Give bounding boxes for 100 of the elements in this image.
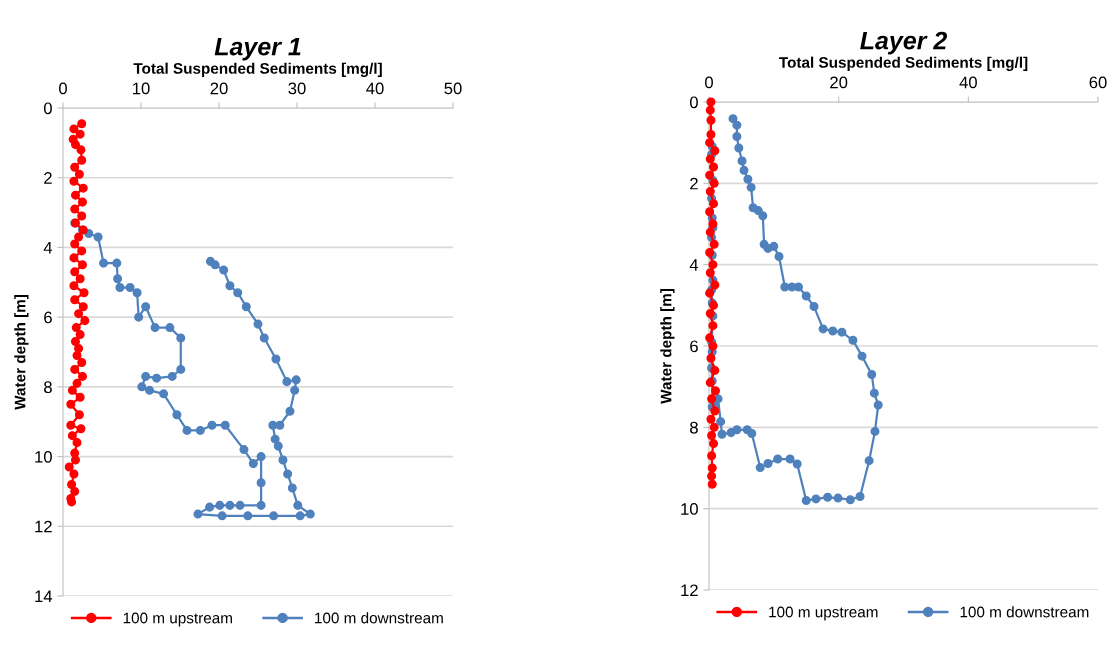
point [77, 246, 87, 256]
point [70, 140, 80, 150]
y-tick-label: 2 [690, 177, 698, 190]
point [707, 451, 717, 461]
point [76, 424, 86, 434]
point [67, 431, 77, 441]
point [708, 219, 718, 229]
point [67, 385, 77, 395]
point [66, 399, 76, 409]
point [74, 343, 84, 354]
point [706, 353, 716, 363]
chart-title: Layer 2 [860, 31, 948, 55]
point [70, 486, 80, 496]
point [77, 119, 87, 129]
y-tick-label: 4 [43, 242, 53, 254]
point [77, 155, 87, 165]
x-tick-label: 0 [59, 82, 67, 95]
point [705, 154, 715, 164]
point [75, 392, 85, 402]
point [707, 471, 717, 481]
point [707, 394, 717, 404]
point [77, 197, 88, 207]
point [705, 227, 715, 237]
y-tick-label: 4 [689, 259, 699, 271]
x-tick-label: 50 [444, 82, 462, 95]
point [70, 162, 80, 172]
point [705, 207, 715, 217]
point [705, 333, 715, 343]
point [709, 199, 719, 209]
legend-label: 100 m upstream [769, 606, 878, 621]
y-tick-label: 10 [35, 450, 52, 463]
x-tick-label: 20 [210, 82, 228, 95]
point [710, 280, 720, 290]
x-tick-label: 60 [1089, 76, 1107, 89]
point [708, 321, 718, 331]
point [710, 406, 720, 416]
point [709, 162, 719, 172]
point [707, 479, 717, 489]
point [707, 463, 717, 473]
y-tick-label: 2 [44, 172, 52, 184]
y-tick-label: 6 [44, 311, 52, 324]
point [77, 260, 88, 270]
y-tick-label: 0 [689, 96, 698, 109]
point [70, 239, 80, 249]
point [709, 239, 719, 249]
point [71, 323, 81, 333]
point [709, 439, 719, 449]
point [70, 295, 80, 305]
point [74, 309, 84, 319]
point [710, 386, 720, 396]
y-tick-label: 8 [690, 421, 698, 434]
point [708, 341, 718, 351]
point [69, 469, 79, 479]
point [72, 350, 82, 361]
point [74, 169, 84, 179]
point [70, 190, 80, 200]
point [74, 232, 84, 242]
point [705, 170, 715, 180]
point [706, 414, 716, 424]
point [74, 410, 84, 420]
point [70, 364, 80, 374]
point [75, 274, 85, 284]
y-tick-label: 0 [43, 102, 52, 115]
point [78, 183, 88, 193]
y-tick-label: 8 [44, 381, 52, 394]
point [77, 371, 88, 381]
point [80, 316, 90, 326]
x-tick-label: 30 [288, 82, 306, 95]
point [75, 330, 85, 340]
point [707, 430, 717, 440]
legend-label: 100 m downstream [960, 606, 1089, 618]
point [70, 267, 80, 277]
point [706, 130, 716, 140]
point [64, 462, 74, 472]
x-axis-title: Total Suspended Sediments [mg/l] [779, 56, 1028, 71]
point [76, 145, 86, 155]
point [69, 253, 79, 263]
x-tick-label: 40 [959, 76, 977, 89]
point [72, 438, 82, 448]
y-axis-title: Water depth [m] [14, 295, 29, 410]
point [66, 420, 76, 430]
point [78, 302, 88, 312]
x-tick-label: 40 [366, 82, 384, 95]
x-axis-title: Total Suspended Sediments [mg/l] [133, 62, 382, 77]
y-tick-label: 12 [681, 584, 698, 597]
y-tick-label: 10 [681, 503, 698, 515]
point [706, 115, 716, 125]
y-tick-label: 14 [35, 590, 53, 603]
point [69, 176, 79, 186]
point [75, 129, 85, 139]
point [709, 422, 719, 432]
point [705, 105, 715, 115]
x-tick-label: 10 [133, 82, 150, 95]
y-tick-label: 12 [35, 520, 52, 533]
point [70, 455, 80, 465]
point [67, 479, 77, 489]
point [70, 204, 80, 214]
point [708, 260, 718, 270]
point [72, 378, 82, 388]
point [69, 281, 79, 291]
